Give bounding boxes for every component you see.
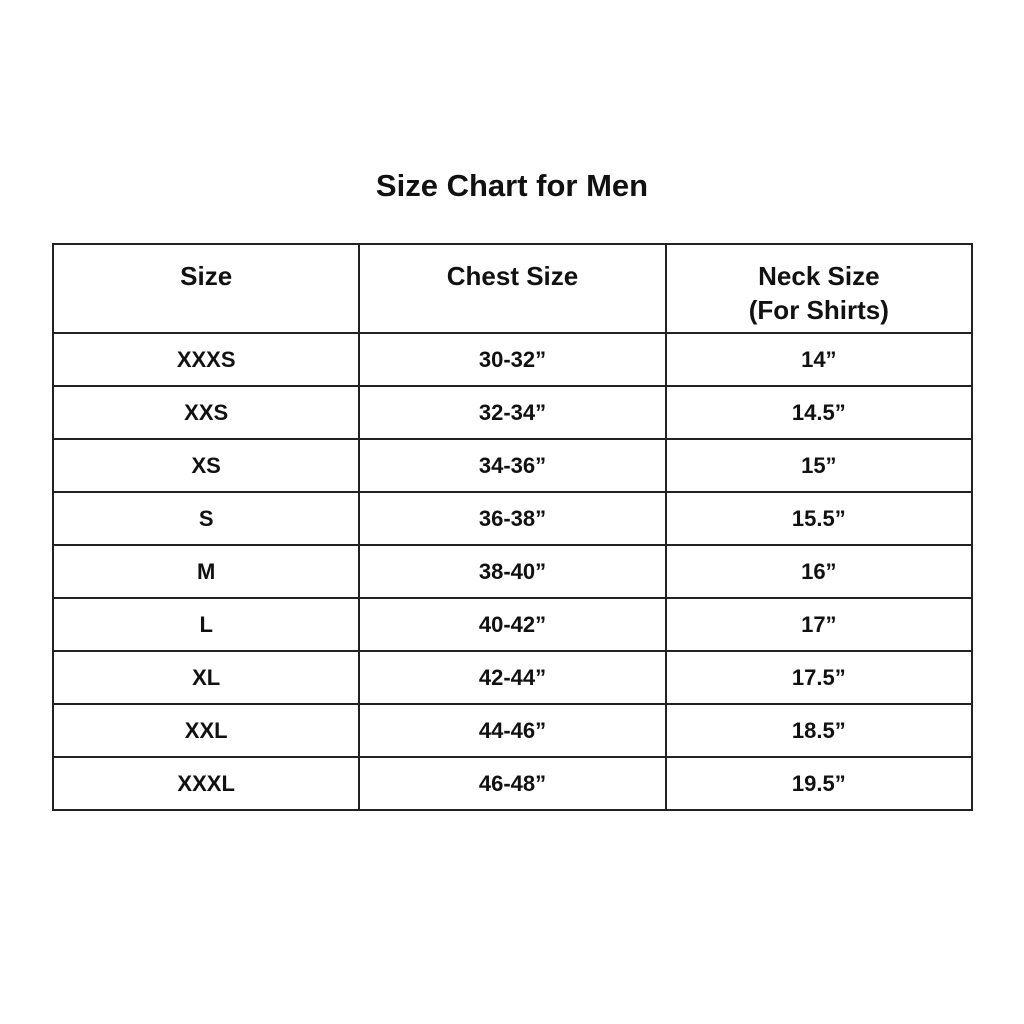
cell-neck: 18.5” (664, 703, 974, 758)
cell-size: XXL (51, 703, 361, 758)
cell-chest: 34-36” (358, 438, 667, 493)
table-row: XXXL 46-48” 19.5” (51, 756, 974, 811)
header-chest: Chest Size (358, 243, 667, 334)
cell-neck: 14” (664, 332, 974, 387)
page-title: Size Chart for Men (375, 168, 649, 203)
header-row: Size Chest Size Neck Size (For Shirts) (51, 243, 974, 334)
cell-neck: 17.5” (664, 650, 974, 705)
cell-chest: 46-48” (358, 756, 667, 811)
table-row: S 36-38” 15.5” (51, 491, 974, 546)
header-neck: Neck Size (For Shirts) (664, 243, 974, 334)
table-row: XXS 32-34” 14.5” (51, 385, 974, 440)
header-size: Size (51, 243, 361, 334)
cell-chest: 44-46” (358, 703, 667, 758)
table-row: XL 42-44” 17.5” (51, 650, 974, 705)
size-chart-table: Size Chest Size Neck Size (For Shirts) X… (51, 243, 974, 811)
cell-neck: 19.5” (664, 756, 974, 811)
table-row: M 38-40” 16” (51, 544, 974, 599)
cell-neck: 15” (664, 438, 974, 493)
table-row: XXXS 30-32” 14” (51, 332, 974, 387)
header-neck-label: Neck Size (758, 261, 880, 291)
cell-chest: 40-42” (358, 597, 667, 652)
table-row: L 40-42” 17” (51, 597, 974, 652)
cell-size: XXXS (51, 332, 361, 387)
cell-chest: 42-44” (358, 650, 667, 705)
cell-size: S (51, 491, 361, 546)
cell-size: XL (51, 650, 361, 705)
cell-neck: 14.5” (664, 385, 974, 440)
table-row: XS 34-36” 15” (51, 438, 974, 493)
cell-size: XS (51, 438, 361, 493)
cell-size: M (51, 544, 361, 599)
cell-neck: 15.5” (664, 491, 974, 546)
table-row: XXL 44-46” 18.5” (51, 703, 974, 758)
cell-chest: 32-34” (358, 385, 667, 440)
cell-chest: 30-32” (358, 332, 667, 387)
cell-neck: 16” (664, 544, 974, 599)
cell-chest: 38-40” (358, 544, 667, 599)
cell-size: XXXL (51, 756, 361, 811)
cell-size: L (51, 597, 361, 652)
cell-neck: 17” (664, 597, 974, 652)
header-neck-sub: (For Shirts) (748, 295, 889, 325)
cell-size: XXS (51, 385, 361, 440)
cell-chest: 36-38” (358, 491, 667, 546)
